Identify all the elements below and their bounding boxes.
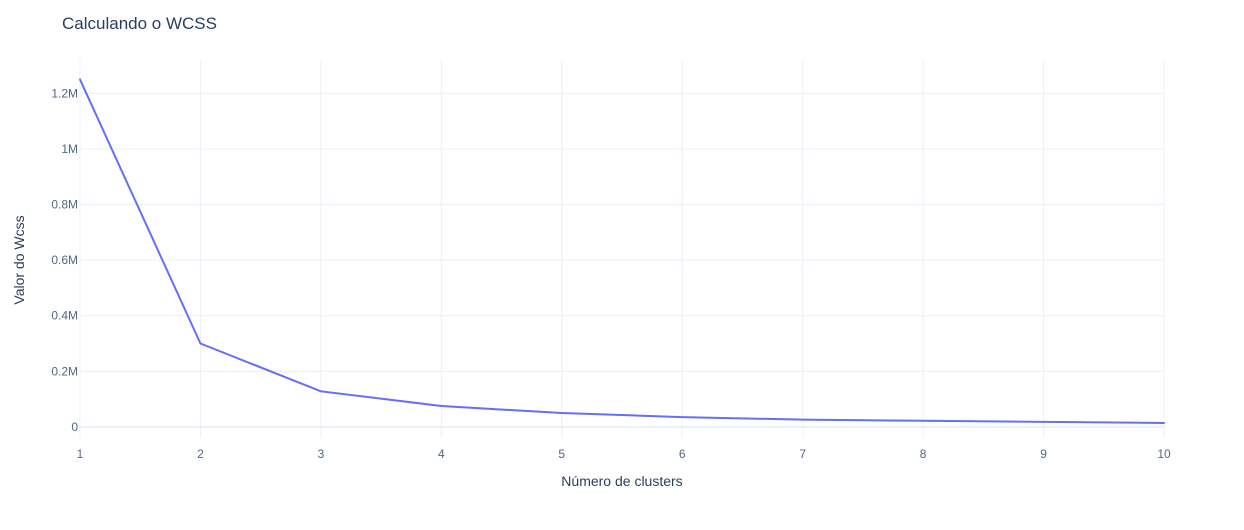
grid-layer [79, 60, 1165, 438]
x-axis-label: Número de clusters [561, 473, 682, 489]
y-tick-label: 0 [71, 420, 78, 434]
x-tick-label: 5 [558, 447, 565, 461]
x-tick-label: 7 [799, 447, 806, 461]
x-axis-ticks: 1 2 3 4 5 6 7 8 9 10 [77, 447, 1171, 461]
y-tick-label: 1M [61, 142, 78, 156]
x-tick-label: 1 [77, 447, 84, 461]
y-axis-label: Valor do Wcss [11, 215, 27, 304]
y-tick-label: 1.2M [51, 86, 78, 100]
x-tick-label: 10 [1157, 447, 1171, 461]
x-tick-label: 2 [197, 447, 204, 461]
y-tick-label: 0.8M [51, 198, 78, 212]
x-tick-label: 4 [438, 447, 445, 461]
y-tick-label: 0.6M [51, 253, 78, 267]
y-tick-label: 0.4M [51, 309, 78, 323]
y-axis-ticks: 0 0.2M 0.4M 0.6M 0.8M 1M 1.2M [51, 86, 78, 434]
chart-title: Calculando o WCSS [62, 14, 217, 33]
y-tick-label: 0.2M [51, 364, 78, 378]
series-line [79, 78, 1165, 424]
x-tick-label: 6 [679, 447, 686, 461]
series-layer [79, 78, 1165, 424]
x-tick-label: 3 [318, 447, 325, 461]
x-tick-label: 9 [1040, 447, 1047, 461]
x-tick-label: 8 [920, 447, 927, 461]
